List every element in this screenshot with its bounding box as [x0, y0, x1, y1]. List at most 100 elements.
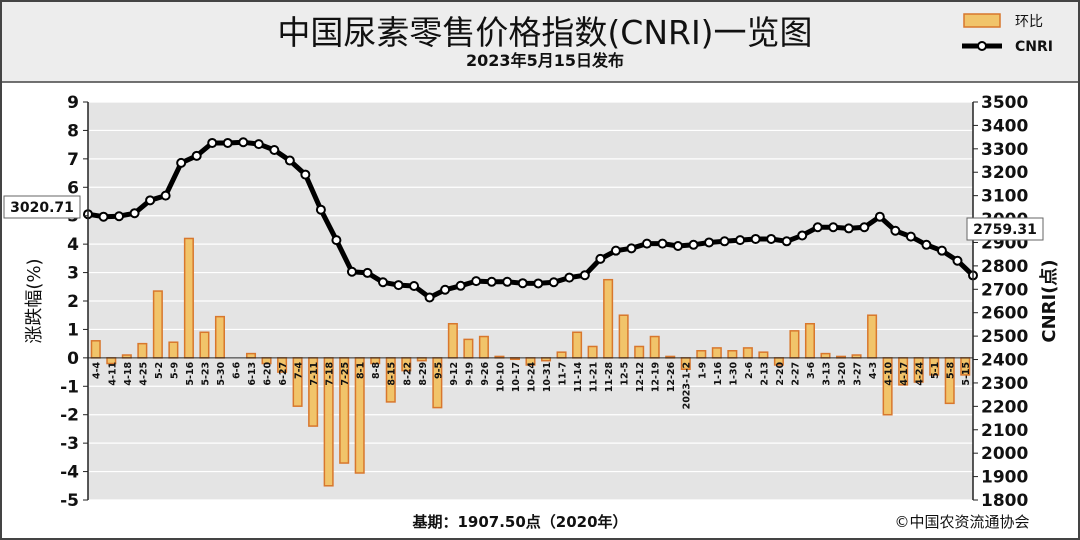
left-tick-label: -3	[60, 434, 79, 454]
left-tick-label: 0	[67, 349, 79, 369]
bar-change	[618, 314, 629, 359]
left-y-ticks: -5-4-3-2-10123456789	[60, 93, 88, 511]
right-tick-label: 2800	[981, 257, 1028, 277]
bar-change	[820, 352, 831, 359]
x-tick-label: 2-13	[759, 362, 770, 386]
right-tick-label: 2300	[981, 374, 1028, 394]
cnri-point	[719, 236, 730, 247]
cnri-point	[797, 230, 808, 241]
x-tick-label: 2023-1-2	[682, 362, 693, 410]
x-tick-label: 8-22	[402, 362, 413, 386]
cnri-point	[315, 204, 326, 215]
bar-change	[137, 342, 148, 359]
cnri-point	[735, 235, 746, 246]
x-tick-label: 10-24	[527, 361, 538, 392]
cnri-point	[657, 238, 668, 249]
cnri-point	[688, 239, 699, 250]
left-tick-label: 3	[67, 264, 79, 284]
cnri-point	[409, 281, 420, 292]
cnri-point	[455, 280, 466, 291]
bar-change	[804, 322, 815, 359]
end-value-callout: 2759.31	[966, 217, 1044, 241]
right-tick-label: 3100	[981, 187, 1028, 207]
end-value-label: 2759.31	[973, 222, 1037, 238]
cnri-point	[300, 169, 311, 180]
x-tick-label: 6-6	[232, 361, 243, 379]
x-tick-label: 5-1	[930, 362, 941, 379]
left-tick-label: -1	[60, 377, 79, 397]
right-tick-label: 3500	[981, 93, 1028, 113]
right-tick-label: 1800	[981, 491, 1028, 511]
x-tick-label: 7-11	[309, 362, 320, 386]
bar-change	[603, 278, 614, 359]
cnri-point	[114, 211, 125, 222]
x-tick-label: 12-12	[635, 362, 646, 392]
cnri-point	[626, 243, 637, 254]
bar-change	[246, 352, 257, 359]
x-tick-label: 4-18	[123, 361, 134, 385]
bar-change	[727, 350, 738, 359]
left-tick-label: 7	[67, 150, 79, 170]
cnri-point	[440, 284, 451, 295]
x-tick-label: 8-29	[418, 362, 429, 386]
cnri-point	[269, 144, 280, 155]
left-tick-label: -2	[60, 406, 79, 426]
y-axis-right-label: CNRI(点)	[1038, 259, 1060, 342]
right-tick-label: 2200	[981, 397, 1028, 417]
right-tick-label: 3400	[981, 116, 1028, 136]
bar-change	[649, 335, 660, 359]
bar-change	[587, 345, 598, 359]
x-tick-label: 5-16	[185, 361, 196, 385]
bar-change	[183, 237, 194, 359]
bar-change	[696, 350, 707, 359]
bar-change	[447, 322, 458, 359]
x-tick-label: 5-2	[154, 362, 165, 379]
bar-change	[742, 347, 753, 359]
x-tick-label: 11-14	[573, 361, 584, 392]
x-tick-label: 4-24	[915, 361, 926, 385]
cnri-point	[393, 280, 404, 291]
x-tick-label: 5-15	[961, 362, 972, 386]
right-tick-label: 3300	[981, 140, 1028, 160]
cnri-point	[766, 233, 777, 244]
x-tick-label: 5-23	[200, 362, 211, 386]
x-tick-labels: 4-4 4-11 4-18 4-25 5-2 5-9 5-16 5-23 5-30 6-6 6-13…	[92, 361, 972, 409]
x-tick-label: 1-16	[713, 361, 724, 385]
bar-change	[152, 290, 163, 359]
cnri-point	[471, 276, 482, 287]
base-period-note: 基期：1907.50点（2020年）	[411, 513, 627, 531]
cnri-point	[548, 277, 559, 288]
x-tick-label: 9-19	[464, 362, 475, 386]
bar-change	[789, 330, 800, 359]
x-tick-label: 9-26	[480, 361, 491, 385]
x-tick-label: 12-5	[620, 362, 631, 386]
x-tick-label: 9-12	[449, 362, 460, 386]
bar-change	[758, 351, 769, 359]
x-tick-label: 8-1	[356, 362, 367, 379]
cnri-point	[160, 190, 171, 201]
x-tick-label: 6-13	[247, 362, 258, 386]
chart-subtitle: 2023年5月15日发布	[466, 51, 624, 70]
x-tick-label: 3-27	[853, 362, 864, 386]
cnri-point	[145, 195, 156, 206]
cnri-point	[936, 245, 947, 256]
left-tick-label: 9	[67, 93, 79, 113]
x-tick-label: 2-20	[775, 361, 786, 385]
cnri-point	[346, 266, 357, 277]
cnri-point	[812, 222, 823, 233]
cnri-point	[533, 278, 544, 289]
x-tick-label: 7-25	[340, 362, 351, 386]
right-y-ticks: 1800 1900 2000 2100 2200 2300 2400 2500 2600 2700…	[973, 93, 1028, 511]
cnri-point	[641, 238, 652, 249]
bar-series	[90, 237, 971, 487]
cnri-point	[253, 139, 264, 150]
bar-change	[556, 351, 567, 359]
start-value-callout: 3020.71	[3, 195, 81, 219]
legend: 环比 CNRI	[962, 13, 1053, 55]
x-tick-label: 3-13	[822, 362, 833, 386]
legend-bar-label: 环比	[1015, 14, 1043, 30]
cnri-point	[378, 277, 388, 288]
cnri-point	[222, 137, 233, 148]
legend-line-marker	[977, 41, 987, 51]
